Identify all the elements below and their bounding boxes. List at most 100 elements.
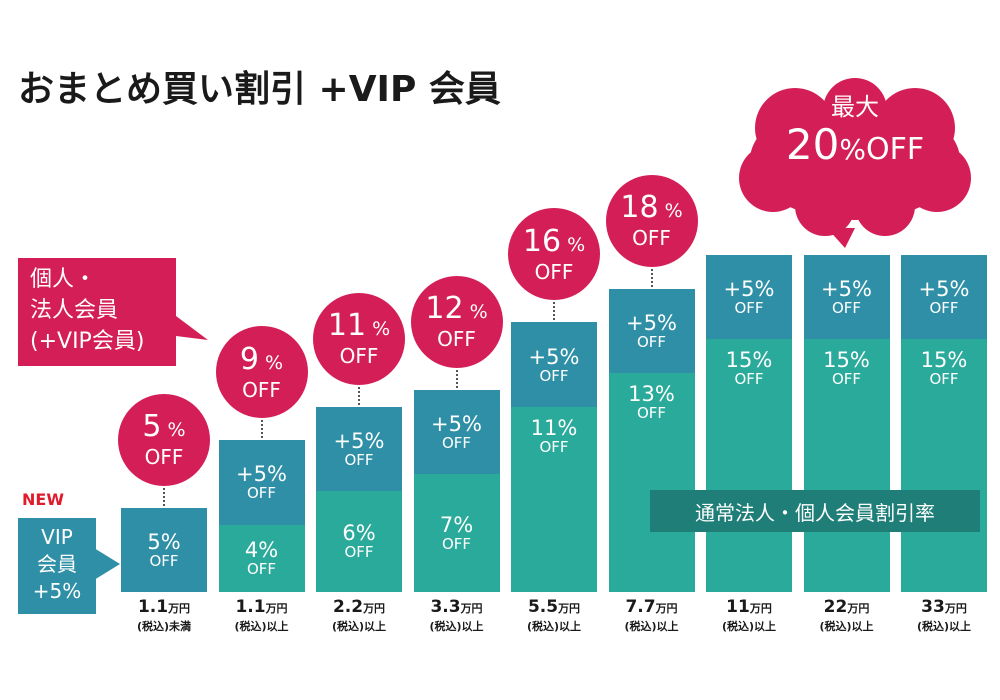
total-discount-circle: 18 % OFF	[605, 174, 698, 267]
vip-segment-pct: 5%	[147, 529, 181, 554]
x-axis-label: 1.1万円 (税込)未満	[109, 597, 219, 635]
x-axis-amount-unit: 万円	[460, 602, 483, 615]
max-discount-pct: %	[839, 133, 866, 166]
x-axis-amount-unit: 万円	[847, 602, 870, 615]
total-discount-value: 18 %	[620, 192, 682, 227]
x-axis-amount-number: 11	[726, 597, 750, 617]
bar-segment-vip: +5% OFF	[218, 440, 305, 525]
bar-segment-base: 4% OFF	[218, 524, 305, 592]
x-axis-label: 11万円 (税込)以上	[694, 597, 804, 635]
total-discount-number: 12	[425, 291, 464, 327]
x-axis-amount: 1.1万円	[207, 597, 317, 619]
vip-segment-off: OFF	[831, 299, 862, 318]
vip-segment-pct: +5%	[236, 462, 287, 487]
x-axis-amount-number: 33	[921, 597, 945, 617]
x-axis-condition: (税込)以上	[819, 620, 874, 633]
base-segment-off: OFF	[929, 370, 959, 389]
total-discount-value: 5 %	[142, 411, 185, 446]
bar-segment-vip: +5% OFF	[608, 288, 695, 373]
bar-column: +5% OFF 4% OFF	[218, 440, 305, 592]
x-axis-amount-number: 7.7	[625, 597, 656, 617]
bar-column: +5% OFF 15% OFF	[803, 255, 890, 592]
total-discount-pct: %	[161, 419, 186, 442]
connector-dots	[358, 386, 360, 405]
bar-column: +5% OFF 6% OFF	[316, 406, 402, 592]
base-segment-pct: 7%	[439, 513, 474, 538]
vip-segment-pct: +5%	[918, 277, 970, 302]
bar-segment-vip: +5% OFF	[706, 255, 792, 340]
x-axis-condition: (税込)未満	[136, 620, 192, 633]
base-segment-off: OFF	[539, 437, 569, 456]
x-axis-amount-unit: 万円	[168, 602, 191, 615]
bar-column: +5% OFF 11% OFF	[511, 322, 597, 592]
vip-segment-pct: +5%	[821, 277, 872, 302]
bar-segment-base: 15% OFF	[706, 339, 792, 592]
x-axis-condition: (税込)以上	[429, 620, 484, 633]
vip-segment-pct: +5%	[528, 344, 580, 369]
base-segment-pct: 15%	[823, 348, 870, 373]
total-discount-number: 16	[522, 223, 562, 259]
bar-segment-base: 13% OFF	[608, 372, 695, 592]
vip-segment-pct: +5%	[626, 310, 677, 335]
max-discount-off: OFF	[865, 132, 925, 167]
x-axis-amount: 5.5万円	[499, 597, 609, 619]
page-title: おまとめ買い割引 +VIP 会員	[18, 69, 501, 110]
total-discount-circle: 9 % OFF	[215, 326, 308, 419]
vip-segment-pct: +5%	[431, 411, 482, 436]
vip-segment-off: OFF	[636, 332, 667, 351]
total-discount-pct: %	[366, 318, 391, 341]
connector-dots	[163, 487, 165, 506]
bar-column: 5% OFF	[121, 507, 207, 592]
x-axis-amount: 11万円	[694, 597, 804, 619]
total-discount-circle: 12 % OFF	[410, 275, 503, 368]
total-discount-pct: %	[561, 233, 586, 256]
vip-segment-off: OFF	[344, 450, 374, 469]
x-axis-condition: (税込)以上	[916, 620, 972, 633]
vip-segment-off: OFF	[149, 551, 179, 570]
new-badge: NEW	[22, 490, 64, 509]
vip-segment-off: OFF	[246, 484, 277, 503]
total-discount-off: OFF	[339, 344, 379, 369]
max-discount-number: 20	[785, 120, 840, 169]
base-segment-pct: 4%	[244, 538, 279, 563]
bar-segment-vip: +5% OFF	[511, 322, 597, 407]
x-axis-label: 22万円 (税込)以上	[792, 597, 902, 635]
x-axis-amount-unit: 万円	[749, 602, 772, 615]
x-axis-amount: 3.3万円	[402, 597, 512, 619]
x-axis-amount: 22万円	[792, 597, 902, 619]
x-axis-condition: (税込)以上	[624, 620, 679, 633]
connector-dots	[260, 420, 263, 439]
legend-base-rate: 通常法人・個人会員割引率	[650, 490, 980, 532]
vip-segment-pct: +5%	[333, 428, 385, 453]
x-axis-amount: 2.2万円	[304, 597, 414, 619]
x-axis-label: 2.2万円 (税込)以上	[304, 597, 414, 635]
base-segment-off: OFF	[734, 370, 764, 389]
bar-segment-base: 11% OFF	[511, 406, 597, 592]
total-discount-number: 11	[327, 308, 367, 344]
x-axis-amount: 1.1万円	[109, 597, 219, 619]
total-discount-pct: %	[259, 351, 284, 374]
base-segment-off: OFF	[344, 543, 374, 562]
max-discount-text: 最大 20%OFF	[755, 92, 955, 177]
x-axis-condition: (税込)以上	[526, 620, 582, 633]
bar-column: +5% OFF 15% OFF	[901, 255, 987, 592]
x-axis-amount-number: 5.5	[527, 597, 559, 617]
bar-segment-vip: +5% OFF	[803, 255, 890, 340]
x-axis-amount-unit: 万円	[655, 602, 678, 615]
bar-segment-base: 7% OFF	[413, 474, 500, 592]
total-discount-circle: 16 % OFF	[508, 208, 600, 301]
bar-segment-base: 6% OFF	[316, 490, 402, 592]
base-segment-off: OFF	[441, 535, 472, 554]
x-axis-amount-unit: 万円	[944, 602, 967, 615]
vip-segment-off: OFF	[539, 366, 569, 385]
x-axis-amount-number: 2.2	[332, 597, 364, 617]
vip-badge-line3: +5%	[32, 579, 82, 603]
x-axis-label: 33万円 (税込)以上	[889, 597, 999, 635]
vip-segment-off: OFF	[734, 299, 764, 318]
total-discount-pct: %	[463, 301, 488, 324]
bar-segment-vip: +5% OFF	[413, 389, 500, 475]
vip-segment-off: OFF	[929, 299, 959, 318]
base-segment-off: OFF	[831, 370, 862, 389]
x-axis-amount: 33万円	[889, 597, 999, 619]
member-callout-line3: (+VIP会員)	[30, 329, 145, 354]
